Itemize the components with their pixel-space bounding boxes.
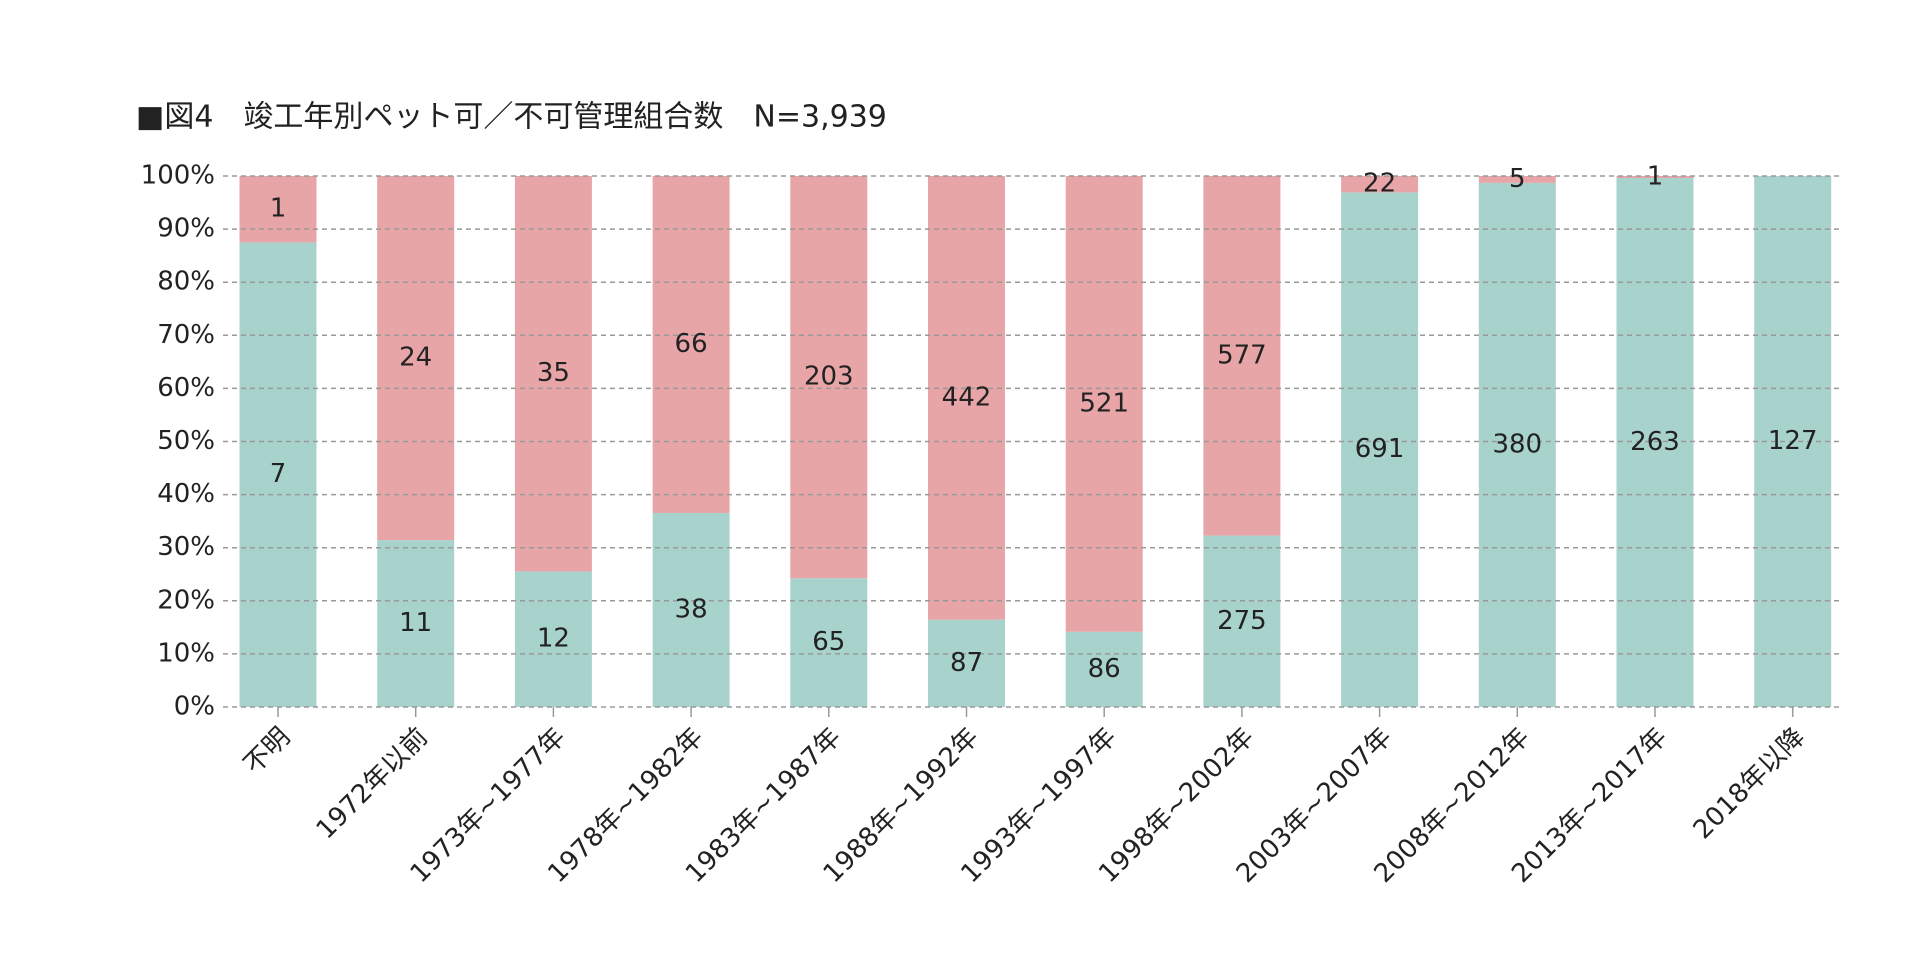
data-label: 5 — [1509, 164, 1526, 194]
data-label: 127 — [1768, 426, 1818, 456]
x-tick-label: 1972年以前 — [311, 722, 434, 845]
data-label: 66 — [675, 329, 708, 359]
y-tick-label: 10% — [157, 638, 215, 668]
data-label: 65 — [812, 627, 845, 657]
x-tick-label: 不明 — [238, 722, 296, 780]
bar-segment — [239, 242, 317, 707]
bar-segment — [1478, 176, 1556, 183]
y-tick-label: 70% — [157, 320, 215, 350]
bar-segment — [1065, 631, 1143, 707]
data-label: 12 — [537, 624, 570, 654]
y-tick-label: 20% — [157, 585, 215, 615]
data-label: 7 — [270, 459, 287, 489]
chart-title: ■図4 竣工年別ペット可／不可管理組合数 N=3,939 — [136, 100, 887, 135]
bar-segment — [1065, 176, 1143, 632]
y-tick-label: 30% — [157, 532, 215, 562]
bar-segment — [928, 619, 1005, 707]
bar-segment — [652, 176, 730, 513]
data-label: 35 — [537, 358, 570, 388]
y-tick-label: 40% — [157, 479, 215, 509]
bar-segment — [1203, 176, 1281, 536]
bar-segment — [1478, 182, 1556, 707]
bar-segment — [514, 571, 592, 707]
y-tick-label: 50% — [157, 426, 215, 456]
y-tick-label: 90% — [157, 214, 215, 244]
bar-segment — [928, 176, 1005, 620]
bar-segment — [1341, 176, 1419, 193]
data-label: 577 — [1217, 340, 1267, 370]
data-label: 521 — [1079, 388, 1129, 418]
y-tick-label: 80% — [157, 267, 215, 297]
y-tick-label: 60% — [157, 373, 215, 403]
y-tick-label: 100% — [141, 161, 215, 191]
bar-segment — [652, 512, 730, 707]
bar-segment — [1616, 178, 1694, 708]
data-label: 22 — [1363, 169, 1396, 199]
data-label: 691 — [1355, 434, 1405, 464]
data-label: 275 — [1217, 606, 1267, 636]
data-label: 1 — [1647, 162, 1664, 192]
data-label: 263 — [1630, 427, 1680, 457]
data-label: 24 — [399, 343, 432, 373]
bar-segment — [790, 578, 868, 707]
data-label: 1 — [270, 194, 287, 224]
bar-segment — [790, 176, 868, 579]
data-label: 11 — [399, 608, 432, 638]
bar-segment — [514, 176, 592, 572]
data-label: 442 — [942, 382, 992, 412]
x-tick-label: 2018年以降 — [1688, 722, 1811, 845]
bar-segment — [1341, 192, 1419, 708]
y-tick-label: 0% — [174, 692, 215, 722]
data-label: 203 — [804, 362, 854, 392]
bar-segment — [1616, 176, 1694, 179]
data-label: 86 — [1088, 654, 1121, 684]
bar-segment — [377, 540, 455, 707]
data-label: 38 — [675, 594, 708, 624]
bar-segment — [1203, 535, 1281, 707]
data-label: 380 — [1492, 429, 1542, 459]
bar-segment — [239, 176, 317, 243]
data-label: 87 — [950, 648, 983, 678]
bar-segment — [377, 176, 455, 541]
